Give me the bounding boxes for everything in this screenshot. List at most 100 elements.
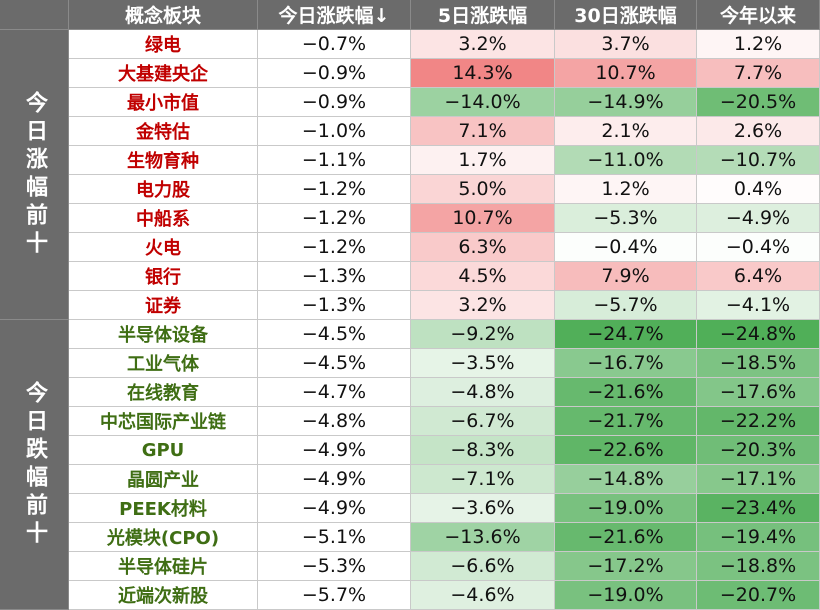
5d-change: 7.1% — [411, 117, 555, 146]
concept-name[interactable]: 火电 — [69, 233, 258, 262]
concept-name[interactable]: 最小市值 — [69, 88, 258, 117]
today-change: −5.7% — [258, 581, 411, 610]
ytd-change: −23.4% — [697, 494, 820, 523]
today-change: −4.5% — [258, 320, 411, 349]
group-label-top-losers: 今日跌幅前十 — [0, 320, 69, 610]
today-change: −0.7% — [258, 30, 411, 59]
30d-change: 7.9% — [555, 262, 697, 291]
concept-name[interactable]: 中芯国际产业链 — [69, 407, 258, 436]
concept-name[interactable]: 近端次新股 — [69, 581, 258, 610]
ytd-change: 6.4% — [697, 262, 820, 291]
ytd-change: −0.4% — [697, 233, 820, 262]
30d-change: −17.2% — [555, 552, 697, 581]
30d-change: −21.6% — [555, 523, 697, 552]
ytd-change: −20.5% — [697, 88, 820, 117]
5d-change: 3.2% — [411, 30, 555, 59]
5d-change: −6.7% — [411, 407, 555, 436]
concept-name[interactable]: 大基建央企 — [69, 59, 258, 88]
5d-change: 5.0% — [411, 175, 555, 204]
today-change: −4.9% — [258, 494, 411, 523]
5d-change: 1.7% — [411, 146, 555, 175]
today-change: −1.2% — [258, 175, 411, 204]
30d-change: −0.4% — [555, 233, 697, 262]
30d-change: 3.7% — [555, 30, 697, 59]
concept-name[interactable]: 半导体设备 — [69, 320, 258, 349]
ytd-change: 0.4% — [697, 175, 820, 204]
concept-name[interactable]: GPU — [69, 436, 258, 465]
today-change: −4.9% — [258, 465, 411, 494]
header-concept[interactable]: 概念板块 — [69, 0, 258, 30]
concept-name[interactable]: 在线教育 — [69, 378, 258, 407]
30d-change: −14.9% — [555, 88, 697, 117]
today-change: −1.2% — [258, 233, 411, 262]
ytd-change: −20.3% — [697, 436, 820, 465]
today-change: −0.9% — [258, 59, 411, 88]
today-change: −4.9% — [258, 436, 411, 465]
header-today[interactable]: 今日涨跌幅↓ — [258, 0, 411, 30]
30d-change: −19.0% — [555, 581, 697, 610]
today-change: −5.1% — [258, 523, 411, 552]
group-label-top-gainers: 今日涨幅前十 — [0, 30, 69, 320]
concept-name[interactable]: 证券 — [69, 291, 258, 320]
header-30d[interactable]: 30日涨跌幅 — [555, 0, 697, 30]
5d-change: −8.3% — [411, 436, 555, 465]
30d-change: −5.3% — [555, 204, 697, 233]
ytd-change: 7.7% — [697, 59, 820, 88]
concept-name[interactable]: 电力股 — [69, 175, 258, 204]
concept-name[interactable]: 光模块(CPO) — [69, 523, 258, 552]
group-label-text: 今日涨幅前十 — [21, 90, 47, 259]
concept-name[interactable]: 银行 — [69, 262, 258, 291]
concept-name[interactable]: 绿电 — [69, 30, 258, 59]
concept-name[interactable]: 工业气体 — [69, 349, 258, 378]
5d-change: 10.7% — [411, 204, 555, 233]
ytd-change: −18.8% — [697, 552, 820, 581]
today-change: −4.5% — [258, 349, 411, 378]
30d-change: −14.8% — [555, 465, 697, 494]
5d-change: −6.6% — [411, 552, 555, 581]
ytd-change: −24.8% — [697, 320, 820, 349]
30d-change: −5.7% — [555, 291, 697, 320]
30d-change: −16.7% — [555, 349, 697, 378]
5d-change: 3.2% — [411, 291, 555, 320]
group-label-text: 今日跌幅前十 — [21, 380, 47, 549]
5d-change: −13.6% — [411, 523, 555, 552]
5d-change: −14.0% — [411, 88, 555, 117]
concept-name[interactable]: 生物育种 — [69, 146, 258, 175]
5d-change: 6.3% — [411, 233, 555, 262]
concept-name[interactable]: 晶圆产业 — [69, 465, 258, 494]
ytd-change: −18.5% — [697, 349, 820, 378]
30d-change: 10.7% — [555, 59, 697, 88]
header-corner — [0, 0, 69, 30]
ytd-change: −10.7% — [697, 146, 820, 175]
30d-change: 2.1% — [555, 117, 697, 146]
concept-name[interactable]: PEEK材料 — [69, 494, 258, 523]
concept-name[interactable]: 中船系 — [69, 204, 258, 233]
ytd-change: −17.1% — [697, 465, 820, 494]
today-change: −1.0% — [258, 117, 411, 146]
ytd-change: −22.2% — [697, 407, 820, 436]
ytd-change: −4.1% — [697, 291, 820, 320]
concept-name[interactable]: 半导体硅片 — [69, 552, 258, 581]
5d-change: −7.1% — [411, 465, 555, 494]
header-ytd[interactable]: 今年以来 — [697, 0, 820, 30]
30d-change: 1.2% — [555, 175, 697, 204]
5d-change: −3.6% — [411, 494, 555, 523]
today-change: −1.3% — [258, 262, 411, 291]
30d-change: −22.6% — [555, 436, 697, 465]
ytd-change: −17.6% — [697, 378, 820, 407]
30d-change: −21.7% — [555, 407, 697, 436]
30d-change: −21.6% — [555, 378, 697, 407]
today-change: −4.7% — [258, 378, 411, 407]
30d-change: −19.0% — [555, 494, 697, 523]
5d-change: 14.3% — [411, 59, 555, 88]
today-change: −0.9% — [258, 88, 411, 117]
today-change: −1.2% — [258, 204, 411, 233]
ytd-change: −20.7% — [697, 581, 820, 610]
today-change: −1.3% — [258, 291, 411, 320]
30d-change: −11.0% — [555, 146, 697, 175]
header-5d[interactable]: 5日涨跌幅 — [411, 0, 555, 30]
concept-name[interactable]: 金特估 — [69, 117, 258, 146]
ytd-change: 2.6% — [697, 117, 820, 146]
ytd-change: 1.2% — [697, 30, 820, 59]
